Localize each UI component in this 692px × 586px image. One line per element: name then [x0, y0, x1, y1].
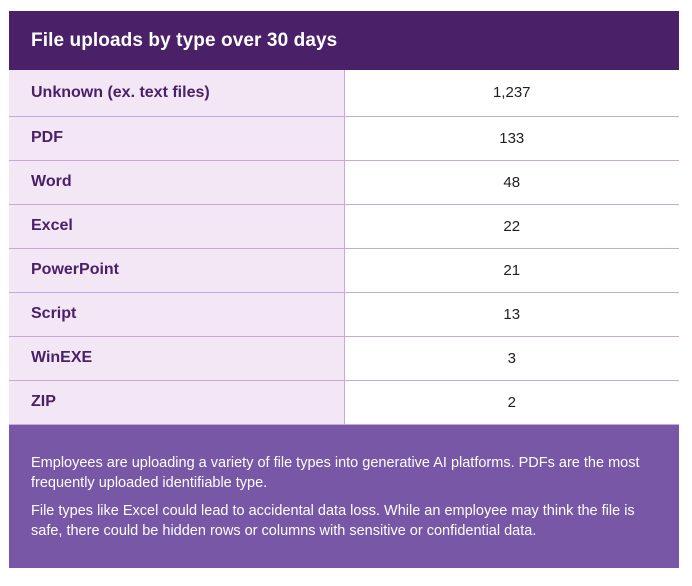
table-row: Unknown (ex. text files) 1,237: [9, 70, 679, 117]
upload-count: 1,237: [344, 70, 679, 117]
table-row: ZIP 2: [9, 380, 679, 425]
table-row: PowerPoint 21: [9, 248, 679, 293]
file-type-table: Unknown (ex. text files) 1,237 PDF 133 W…: [9, 70, 679, 425]
upload-count: 2: [344, 380, 679, 425]
upload-count: 13: [344, 292, 679, 337]
file-uploads-card: File uploads by type over 30 days Unknow…: [9, 11, 679, 575]
upload-count: 22: [344, 204, 679, 249]
file-type-label: Script: [9, 292, 345, 337]
file-type-label: Excel: [9, 204, 345, 249]
upload-count: 133: [344, 116, 679, 161]
table-row: PDF 133: [9, 116, 679, 161]
file-type-label: ZIP: [9, 380, 345, 425]
file-type-label: WinEXE: [9, 336, 345, 381]
file-type-label: Unknown (ex. text files): [9, 70, 345, 117]
card-title: File uploads by type over 30 days: [9, 11, 679, 70]
table-row: Excel 22: [9, 204, 679, 249]
file-type-label: PDF: [9, 116, 345, 161]
footer-paragraph: File types like Excel could lead to acci…: [31, 502, 635, 539]
table-row: WinEXE 3: [9, 336, 679, 381]
file-type-label: PowerPoint: [9, 248, 345, 293]
table-row: Script 13: [9, 292, 679, 337]
footer-note: Employees are uploading a variety of fil…: [9, 424, 679, 568]
table-row: Word 48: [9, 160, 679, 205]
footer-paragraph: Employees are uploading a variety of fil…: [31, 454, 640, 491]
upload-count: 3: [344, 336, 679, 381]
upload-count: 48: [344, 160, 679, 205]
upload-count: 21: [344, 248, 679, 293]
file-type-label: Word: [9, 160, 345, 205]
